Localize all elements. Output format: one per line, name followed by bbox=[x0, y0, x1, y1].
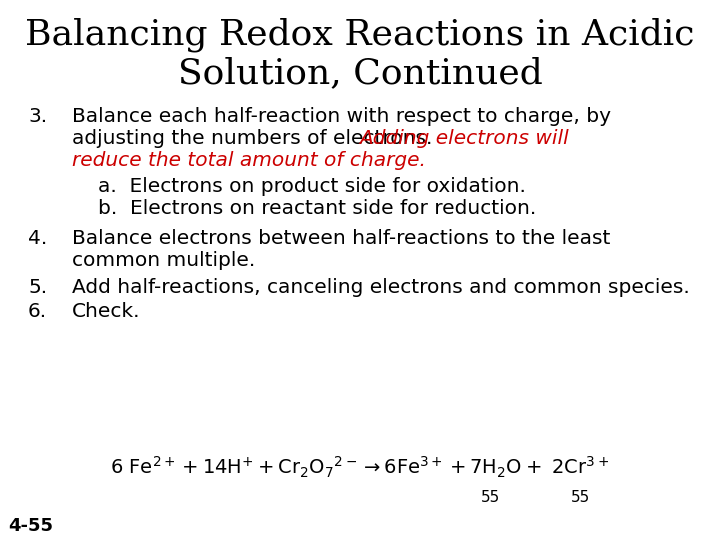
Text: common multiple.: common multiple. bbox=[72, 251, 256, 270]
Text: 6.: 6. bbox=[28, 302, 47, 321]
Text: $6\ \mathrm{Fe}^{2+}+14\mathrm{H}^{+}+\mathrm{Cr_2O_7}^{2-}\rightarrow 6\mathrm{: $6\ \mathrm{Fe}^{2+}+14\mathrm{H}^{+}+\m… bbox=[110, 455, 610, 480]
Text: 5.: 5. bbox=[28, 278, 47, 297]
Text: 4-55: 4-55 bbox=[8, 517, 53, 535]
Text: Balance electrons between half-reactions to the least: Balance electrons between half-reactions… bbox=[72, 229, 611, 248]
Text: b.  Electrons on reactant side for reduction.: b. Electrons on reactant side for reduct… bbox=[98, 199, 536, 218]
Text: a.  Electrons on product side for oxidation.: a. Electrons on product side for oxidati… bbox=[98, 177, 526, 196]
Text: Balancing Redox Reactions in Acidic: Balancing Redox Reactions in Acidic bbox=[25, 18, 695, 52]
Text: 55: 55 bbox=[480, 490, 500, 505]
Text: reduce the total amount of charge.: reduce the total amount of charge. bbox=[72, 151, 426, 170]
Text: Check.: Check. bbox=[72, 302, 140, 321]
Text: Adding electrons will: Adding electrons will bbox=[359, 129, 569, 148]
Text: 3.: 3. bbox=[28, 107, 47, 126]
Text: Balance each half-reaction with respect to charge, by: Balance each half-reaction with respect … bbox=[72, 107, 611, 126]
Text: 4.: 4. bbox=[28, 229, 48, 248]
Text: adjusting the numbers of electrons.: adjusting the numbers of electrons. bbox=[72, 129, 438, 148]
Text: Add half-reactions, canceling electrons and common species.: Add half-reactions, canceling electrons … bbox=[72, 278, 690, 297]
Text: Solution, Continued: Solution, Continued bbox=[178, 56, 542, 90]
Text: 55: 55 bbox=[570, 490, 590, 505]
